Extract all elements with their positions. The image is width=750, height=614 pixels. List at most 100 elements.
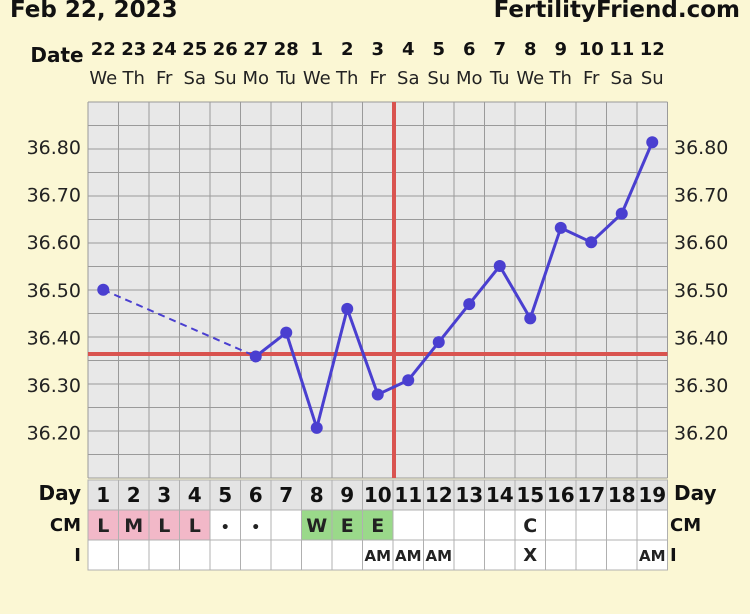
i-label-right: I — [670, 545, 677, 566]
weekday-label: Th — [122, 68, 145, 89]
date-number: 24 — [152, 39, 177, 60]
cycle-day-number: 5 — [218, 483, 232, 507]
temperature-point — [432, 336, 445, 349]
temperature-point — [280, 326, 293, 339]
cm-value: L — [189, 515, 201, 537]
date-number: 6 — [463, 39, 476, 60]
date-number: 2 — [341, 39, 354, 60]
cm-value: E — [371, 515, 384, 537]
temperature-point — [585, 236, 598, 249]
date-number: 12 — [640, 39, 665, 60]
cycle-day-number: 19 — [638, 483, 666, 507]
y-tick-right: 36.20 — [674, 423, 728, 445]
temperature-point — [97, 283, 110, 296]
temperature-point — [554, 221, 567, 234]
cm-cell-fill — [363, 510, 393, 540]
cycle-day-number: 8 — [310, 483, 324, 507]
cm-cell-fill — [180, 510, 210, 540]
cycle-day-number: 4 — [188, 483, 202, 507]
y-tick-left: 36.30 — [27, 375, 81, 397]
date-number: 23 — [121, 39, 146, 60]
cycle-day-number: 3 — [157, 483, 171, 507]
temperature-point — [646, 136, 659, 149]
temperature-segment — [284, 332, 319, 429]
cm-value: L — [158, 515, 170, 537]
temperature-segment — [620, 141, 654, 215]
weekday-label: Tu — [275, 68, 296, 89]
temperature-segment — [437, 303, 471, 344]
day-label-right: Day — [674, 481, 717, 505]
intercourse-value: X — [523, 545, 537, 566]
cycle-day-number: 7 — [279, 483, 293, 507]
cm-value: C — [523, 515, 537, 537]
y-tick-right: 36.60 — [674, 232, 728, 254]
date-number: 22 — [91, 39, 116, 60]
weekday-label: Th — [549, 68, 572, 89]
temperature-segment — [345, 308, 380, 396]
y-tick-left: 36.20 — [27, 423, 81, 445]
temperature-segment — [468, 265, 501, 306]
temperature-segment — [528, 227, 563, 319]
temperature-segment — [254, 331, 288, 358]
weekday-label: Tu — [489, 68, 510, 89]
date-number: 8 — [524, 39, 537, 60]
temperature-segment — [315, 308, 349, 429]
cm-cell-fill — [119, 510, 149, 540]
cm-value: • — [221, 520, 230, 536]
weekday-label: Mo — [242, 68, 269, 89]
y-tick-right: 36.70 — [674, 185, 728, 207]
day-row — [87, 479, 668, 511]
temperature-segment — [498, 265, 532, 320]
temperature-point — [402, 374, 415, 387]
date-number: 26 — [213, 39, 238, 60]
weekday-label: Sa — [611, 68, 633, 89]
date-number: 5 — [432, 39, 445, 60]
intercourse-value: AM — [395, 547, 422, 565]
header-date: Feb 22, 2023 — [10, 0, 178, 23]
temperature-segment — [590, 212, 623, 244]
weekday-label: Su — [214, 68, 237, 89]
temperature-point — [310, 421, 323, 434]
cm-label-right: CM — [670, 515, 701, 536]
weekday-label: Mo — [456, 68, 483, 89]
date-number: 28 — [274, 39, 299, 60]
cycle-day-number: 12 — [425, 483, 453, 507]
date-number: 27 — [243, 39, 268, 60]
cm-cell-fill — [302, 510, 332, 540]
cm-cell-fill — [88, 510, 118, 540]
date-number: 1 — [310, 39, 323, 60]
temperature-point — [249, 350, 262, 363]
date-number: 7 — [493, 39, 506, 60]
day-label-left: Day — [38, 481, 81, 505]
i-label-left: I — [74, 545, 81, 566]
cm-value: M — [124, 515, 143, 537]
cm-value: W — [306, 515, 327, 537]
cycle-day-number: 15 — [516, 483, 544, 507]
y-tick-left: 36.50 — [27, 280, 81, 302]
weekday-label: Su — [641, 68, 664, 89]
weekday-label: Th — [335, 68, 358, 89]
y-tick-right: 36.40 — [674, 327, 728, 349]
temperature-point — [463, 298, 476, 311]
weekday-label: We — [303, 68, 331, 89]
date-label: Date — [30, 43, 83, 67]
cycle-day-number: 13 — [455, 483, 483, 507]
date-number: 9 — [554, 39, 567, 60]
temperature-point — [493, 260, 506, 272]
cycle-day-number: 16 — [547, 483, 575, 507]
cycle-day-number: 10 — [364, 483, 392, 507]
cycle-day-number: 1 — [96, 483, 110, 507]
y-tick-right: 36.30 — [674, 375, 728, 397]
temperature-segment-dashed — [102, 288, 257, 358]
header-site: FertilityFriend.com — [494, 0, 740, 23]
cycle-day-number: 11 — [394, 483, 422, 507]
cm-value: • — [251, 520, 260, 536]
temperature-segment — [407, 341, 440, 382]
y-tick-left: 36.60 — [27, 232, 81, 254]
intercourse-value: AM — [639, 547, 666, 565]
y-tick-right: 36.50 — [674, 280, 728, 302]
weekday-label: Sa — [397, 68, 419, 89]
cycle-day-number: 9 — [340, 483, 354, 507]
